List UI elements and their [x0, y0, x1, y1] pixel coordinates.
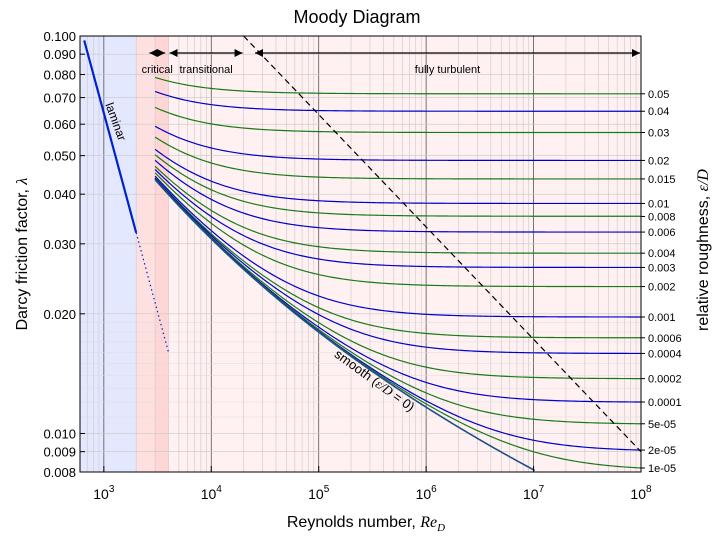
x-tick-label: 105	[308, 484, 330, 502]
x-tick-label: 103	[93, 484, 115, 502]
roughness-label-2e-05: 2e-05	[648, 445, 676, 457]
roughness-line-0.006	[154, 159, 641, 233]
roughness-label-0.002: 0.002	[648, 282, 676, 294]
roughness-line-0.015	[154, 136, 641, 180]
roughness-line-0.0006	[154, 177, 641, 339]
roughness-line-0.04	[154, 90, 641, 112]
roughness-label-0.05: 0.05	[648, 89, 669, 101]
y-axis-ticks: 0.008 0.009 0.010 0.020 0.030 0.040 0.050 0.060…	[43, 29, 85, 480]
region-critical	[136, 36, 156, 472]
roughness-line-0.01	[154, 148, 641, 205]
y-tick-label: 0.070	[43, 91, 76, 106]
roughness-label-0.0001: 0.0001	[648, 397, 682, 409]
y-tick-label: 0.090	[43, 47, 76, 62]
x-tick-exponent: 8	[646, 484, 652, 495]
x-axis-symbol: Re	[419, 514, 437, 531]
roughness-label-0.0006: 0.0006	[648, 333, 682, 345]
x-tick-label: 108	[630, 484, 652, 502]
plot-frame	[79, 35, 642, 473]
region-transitional-band	[155, 36, 169, 472]
x-tick-base: 10	[630, 486, 646, 502]
roughness-label-5e-05: 5e-05	[648, 419, 676, 431]
x-tick-label: 104	[201, 484, 223, 502]
x-tick-base: 10	[523, 486, 539, 502]
x-tick-base: 10	[201, 486, 217, 502]
roughness-line-0.004	[154, 165, 641, 254]
roughness-line-0.03	[154, 106, 641, 134]
y-tick-label: 0.080	[43, 68, 76, 83]
roughness-label-0.03: 0.03	[648, 128, 669, 140]
roughness-label-0.006: 0.006	[648, 227, 676, 239]
roughness-label-0.02: 0.02	[648, 155, 669, 167]
chart-title: Moody Diagram	[293, 7, 420, 27]
roughness-line-0.001	[154, 175, 641, 318]
roughness-label-0.008: 0.008	[648, 211, 676, 223]
roughness-line-0.02	[154, 125, 641, 162]
y-tick-label: 0.009	[43, 445, 76, 460]
x-tick-exponent: 7	[539, 484, 545, 495]
x-tick-exponent: 5	[324, 484, 330, 495]
roughness-line-0.003	[154, 169, 641, 269]
annotations: critical transitional fully turbulent	[142, 49, 640, 76]
region-label-2: fully turbulent	[415, 64, 480, 76]
x-tick-base: 10	[416, 486, 432, 502]
flow-regions	[80, 36, 641, 472]
x-tick-exponent: 3	[109, 484, 115, 495]
y2-axis-symbol: ε/D	[695, 169, 712, 192]
roughness-label-1e-05: 1e-05	[648, 463, 676, 475]
roughness-line-0.05	[154, 76, 641, 95]
y2-axis-label-text: relative roughness,	[695, 191, 712, 331]
y-tick-label: 0.020	[43, 307, 76, 322]
y-tick-label: 0.008	[43, 465, 76, 480]
y-tick-label: 0.010	[43, 426, 76, 441]
laminar-line	[83, 40, 138, 233]
x-axis-label: Reynolds number, ReD	[287, 514, 445, 534]
y-tick-label: 0.040	[43, 187, 76, 202]
x-tick-label: 107	[523, 484, 545, 502]
roughness-label-0.003: 0.003	[648, 262, 676, 274]
x-axis-label-text: Reynolds number,	[287, 514, 420, 531]
x-tick-exponent: 6	[431, 484, 437, 495]
roughness-label-0.001: 0.001	[648, 312, 676, 324]
x-tick-base: 10	[308, 486, 324, 502]
roughness-line-0.0004	[154, 177, 642, 355]
turbulent-boundary-dashed-line	[243, 35, 642, 453]
region-label-1: transitional	[179, 64, 232, 76]
roughness-series	[83, 35, 642, 472]
x-tick-label: 106	[416, 484, 438, 502]
roughness-line-smooth	[154, 179, 536, 472]
y-axis-label-text: Darcy friction factor,	[14, 185, 31, 331]
roughness-label-0.0004: 0.0004	[648, 348, 682, 360]
y2-axis-label: relative roughness, ε/D	[695, 169, 712, 331]
y-tick-label: 0.060	[43, 117, 76, 132]
x-tick-exponent: 4	[216, 484, 222, 495]
roughness-label-0.004: 0.004	[648, 248, 676, 260]
roughness-label-0.0002: 0.0002	[648, 374, 682, 386]
y-axis-label: Darcy friction factor, λ	[14, 178, 31, 331]
y-axis-symbol: λ	[14, 178, 31, 186]
roughness-line-0.002	[154, 172, 641, 288]
roughness-label-0.01: 0.01	[648, 198, 669, 210]
y-tick-label: 0.030	[43, 237, 76, 252]
roughness-label-0.015: 0.015	[648, 174, 676, 186]
x-axis-symbol-sub: D	[436, 522, 445, 534]
y-tick-label: 0.100	[43, 29, 76, 44]
roughness-labels: 0.05 0.04 0.03 0.02 0.015 0.010.008 0.006 0.004…	[641, 89, 682, 475]
grid	[79, 35, 642, 473]
roughness-label-0.04: 0.04	[648, 106, 669, 118]
roughness-line-0.0002	[154, 178, 642, 380]
x-axis-ticks: 103 104 105 106 107 108	[93, 466, 652, 502]
region-laminar	[80, 36, 137, 472]
roughness-line-0.008	[154, 154, 641, 217]
y-tick-label: 0.050	[43, 149, 76, 164]
region-label-0: critical	[142, 64, 173, 76]
x-tick-base: 10	[93, 486, 109, 502]
